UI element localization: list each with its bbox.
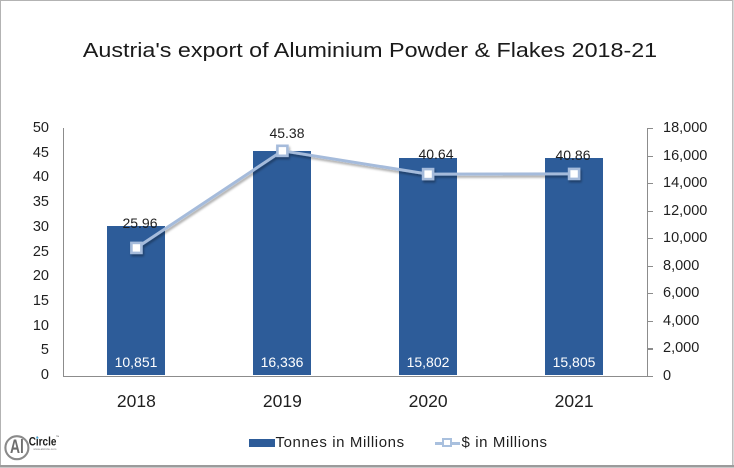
svg-text:Al: Al xyxy=(10,436,24,458)
svg-text:™: ™ xyxy=(56,435,60,439)
svg-text:www.alcircle.com: www.alcircle.com xyxy=(33,447,57,451)
svg-text:Circle: Circle xyxy=(29,436,57,449)
